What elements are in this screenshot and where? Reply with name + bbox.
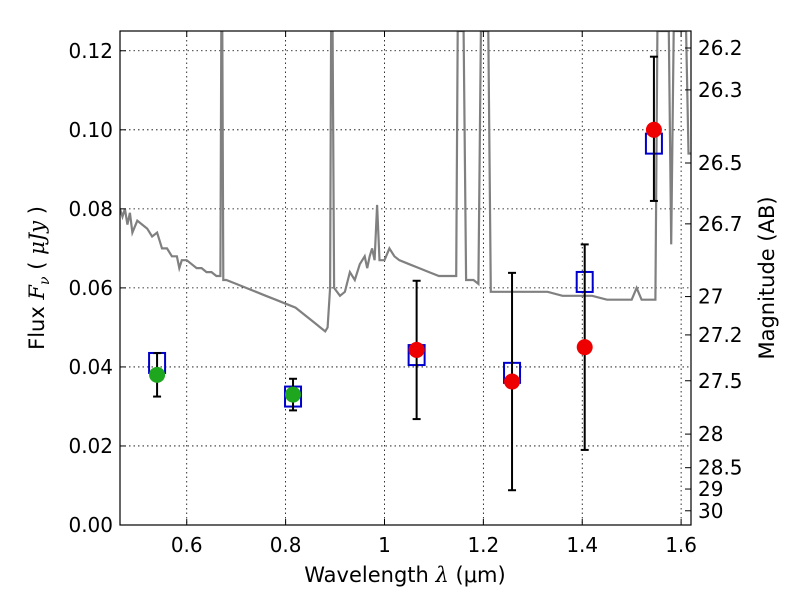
y-tick-label: 0.10 (68, 118, 113, 142)
y-tick-label: 0.12 (68, 39, 113, 63)
observed-point (576, 339, 593, 356)
y2-tick-label: 26.2 (698, 36, 743, 60)
y-tick-label: 0.02 (68, 434, 113, 458)
observed-point (408, 341, 425, 358)
secondary-y-axis-label: Magnitude (AB) (755, 196, 779, 359)
x-tick-label: 1.6 (665, 533, 697, 557)
x-tick-label: 0.8 (270, 533, 302, 557)
y-tick-label: 0.00 (68, 513, 113, 537)
data-markers (148, 55, 663, 492)
model-spectrum-line (120, 31, 691, 334)
observed-point (149, 366, 166, 383)
y2-tick-label: 29 (698, 477, 723, 501)
grid (120, 31, 691, 526)
x-tick-label: 1 (378, 533, 391, 557)
y2-tick-label: 28.5 (698, 456, 743, 480)
observed-point (504, 373, 521, 390)
x-tick-label: 0.6 (171, 533, 203, 557)
observed-point (285, 386, 302, 403)
y-tick-label: 0.04 (68, 355, 113, 379)
y2-tick-label: 27.2 (698, 323, 743, 347)
y-axis-label: Flux Fν ( μJy ) (25, 206, 53, 350)
y-tick-label: 0.06 (68, 276, 113, 300)
y2-tick-label: 27.5 (698, 369, 743, 393)
x-tick-label: 1.2 (467, 533, 499, 557)
y-tick-label: 0.08 (68, 197, 113, 221)
y2-tick-label: 26.5 (698, 151, 743, 175)
y2-tick-label: 28 (698, 422, 723, 446)
x-tick-label: 1.4 (566, 533, 598, 557)
observed-point (645, 121, 662, 138)
x-axis-label: Wavelength λ (μm) (304, 563, 505, 587)
y2-tick-label: 30 (698, 499, 723, 523)
y2-tick-label: 26.3 (698, 78, 743, 102)
y2-tick-label: 26.7 (698, 212, 743, 236)
plot-frame (119, 30, 692, 526)
y2-tick-label: 27 (698, 285, 723, 309)
axis-ticks: 0.6 0.8 1 1.2 1.4 1.6 0.00 0.02 0.04 0.06 0.08 0.10… (68, 31, 743, 557)
